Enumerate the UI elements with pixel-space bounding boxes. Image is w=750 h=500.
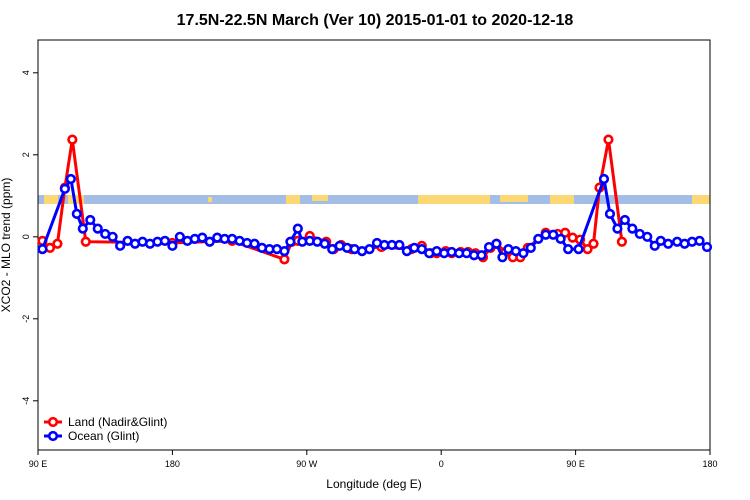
- data-point: [603, 134, 614, 145]
- chart-title: 17.5N-22.5N March (Ver 10) 2015-01-01 to…: [177, 12, 574, 29]
- data-point: [598, 173, 610, 185]
- data-point: [582, 244, 593, 255]
- x-tick-label: 90 E: [566, 459, 585, 469]
- y-tick-label: 4: [21, 70, 31, 75]
- data-point: [573, 244, 584, 255]
- data-point: [167, 240, 178, 251]
- data-point: [616, 236, 627, 247]
- data-point: [497, 252, 508, 263]
- legend-label: Land (Nadir&Glint): [68, 415, 167, 429]
- data-point: [518, 248, 529, 259]
- legend-label: Ocean (Glint): [68, 429, 139, 443]
- data-point: [604, 208, 616, 219]
- data-point: [416, 244, 427, 255]
- data-point: [555, 233, 566, 244]
- x-tick-label: 90 W: [296, 459, 318, 469]
- data-point: [612, 223, 623, 234]
- data-point: [174, 231, 185, 242]
- data-point: [279, 246, 290, 257]
- data-point: [663, 238, 674, 249]
- data-point: [107, 231, 118, 242]
- data-point: [67, 134, 78, 145]
- data-point: [533, 233, 544, 244]
- data-point: [85, 214, 96, 226]
- data-point: [65, 173, 76, 185]
- data-point: [627, 223, 638, 234]
- y-tick-label: -2: [21, 315, 31, 323]
- legend-marker: [47, 430, 59, 442]
- data-point: [619, 214, 630, 226]
- data-point: [115, 240, 126, 251]
- x-tick-label: 180: [165, 459, 180, 469]
- data-point: [92, 223, 103, 234]
- data-point: [249, 238, 260, 249]
- data-point: [159, 235, 171, 246]
- data-point: [525, 242, 536, 253]
- data-point: [197, 232, 208, 243]
- data-point: [37, 244, 48, 255]
- data-point: [292, 223, 303, 234]
- data-point: [476, 250, 487, 261]
- data-point: [491, 238, 502, 249]
- y-axis-label: XCO2 - MLO trend (ppm): [0, 178, 13, 313]
- data-point: [642, 231, 653, 242]
- data-point: [694, 235, 705, 246]
- data-point: [319, 238, 330, 249]
- legend-marker: [47, 416, 59, 428]
- y-tick-label: 0: [21, 234, 31, 239]
- data-point: [285, 236, 296, 247]
- data-point: [548, 229, 559, 240]
- land-ocean-band: [38, 195, 710, 204]
- data-point: [563, 244, 574, 255]
- data-point: [701, 241, 713, 253]
- data-point: [71, 208, 82, 219]
- data-point: [364, 244, 375, 255]
- data-point: [204, 236, 215, 247]
- x-tick-label: 0: [439, 459, 444, 469]
- data-point: [80, 236, 91, 247]
- y-tick-label: 2: [21, 152, 31, 157]
- data-point: [59, 183, 70, 194]
- x-tick-label: 90 E: [29, 459, 48, 469]
- data-point: [52, 238, 63, 249]
- x-tick-label: 180: [702, 459, 717, 469]
- data-point: [77, 223, 88, 234]
- x-axis-label: Longitude (deg E): [326, 477, 421, 491]
- data-point: [394, 239, 405, 251]
- y-tick-label: -4: [21, 397, 31, 405]
- data-point: [588, 238, 599, 249]
- data-point: [279, 254, 290, 265]
